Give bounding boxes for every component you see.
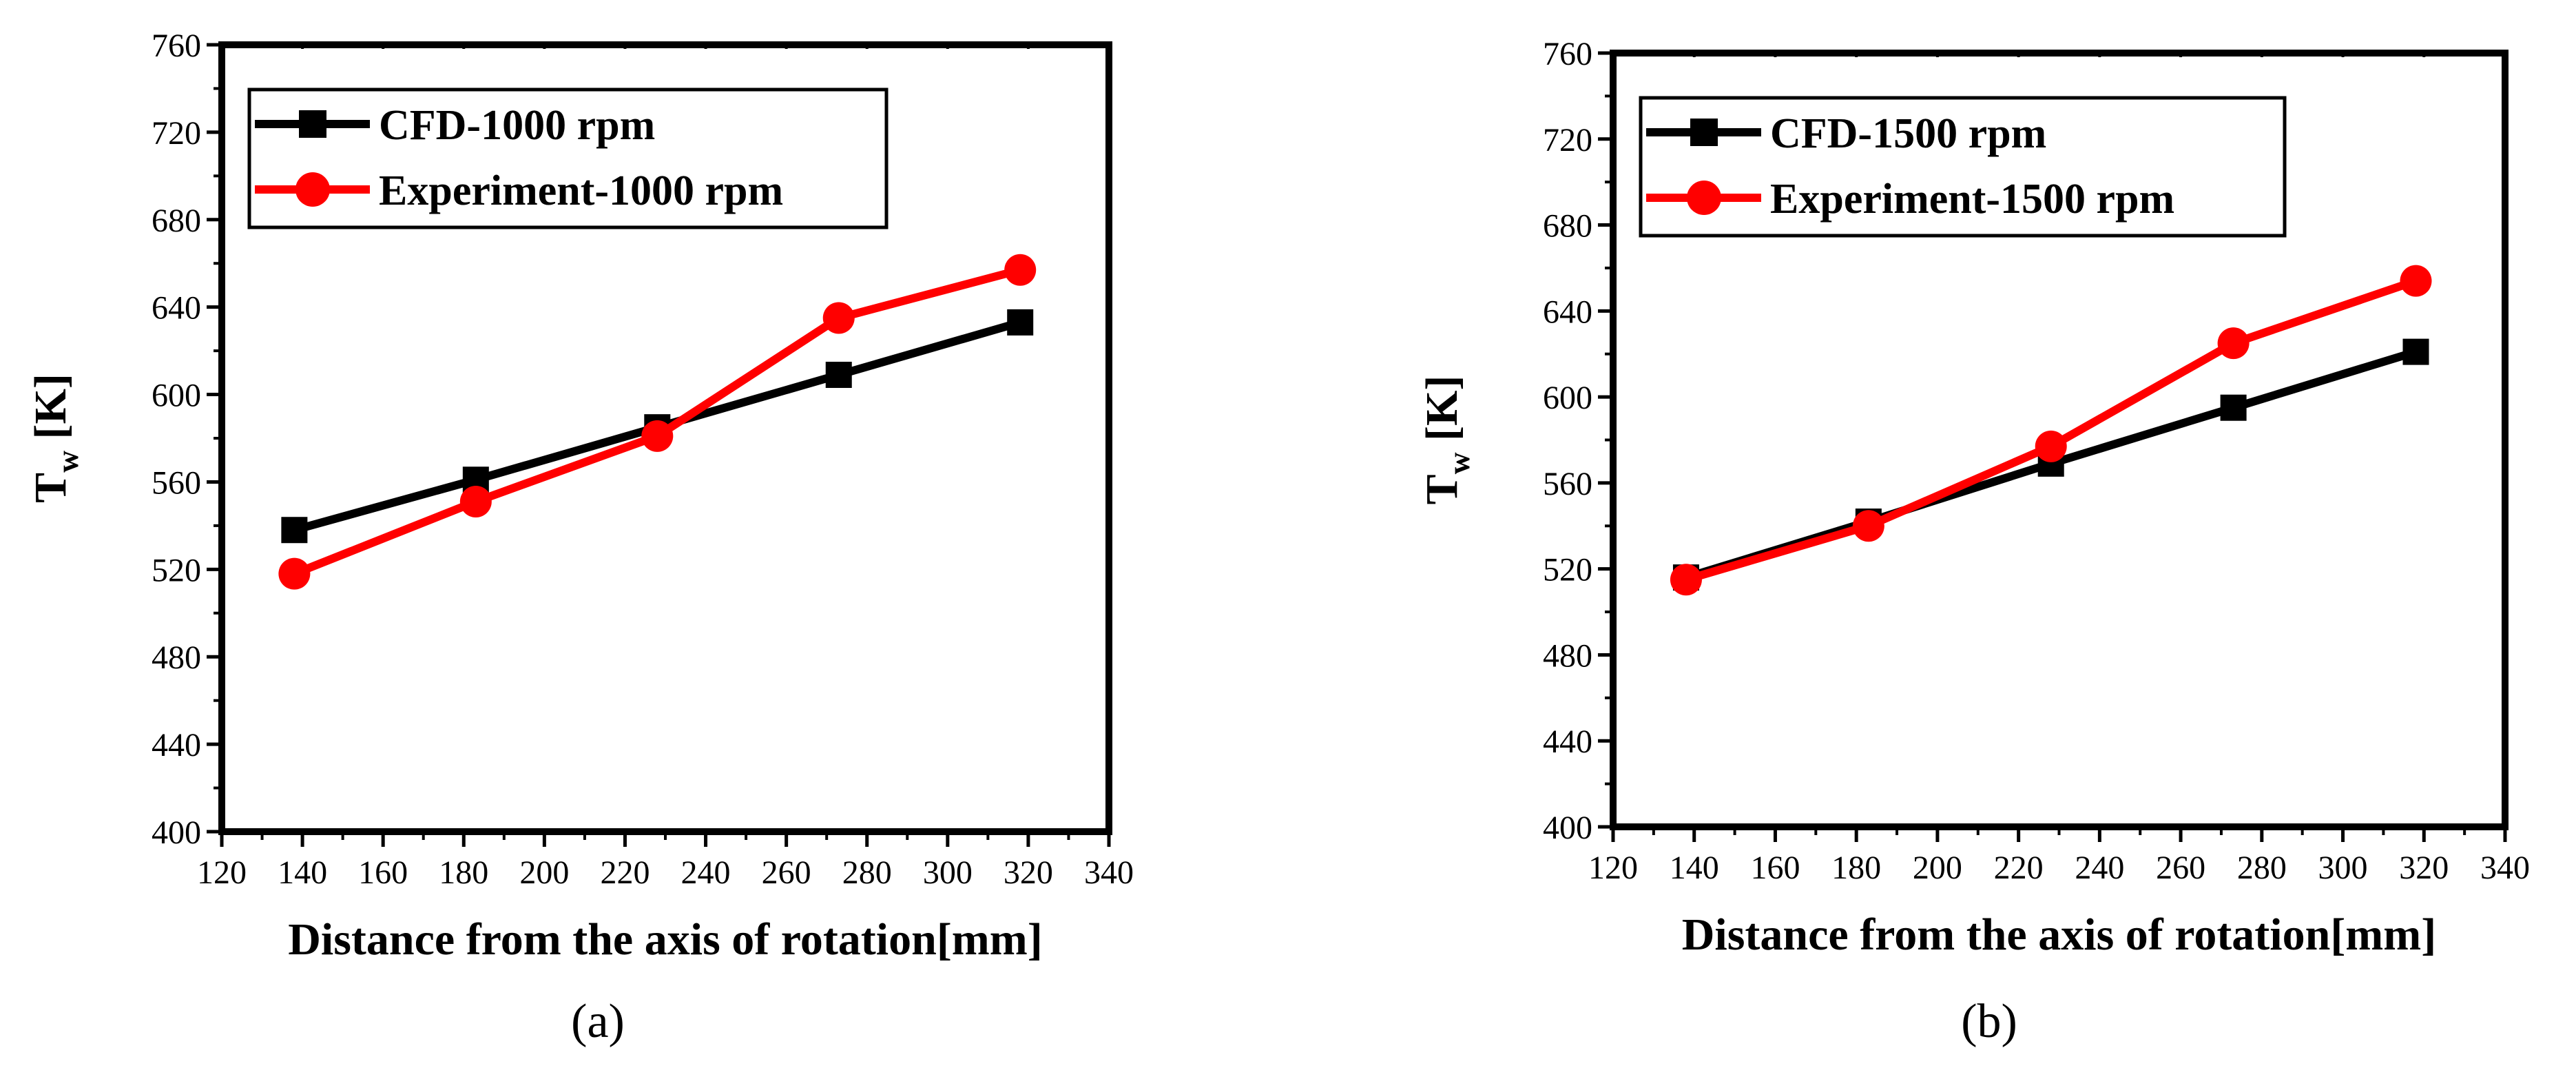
data-point-experiment [2217, 327, 2250, 360]
y-tick-label: 520 [152, 552, 201, 588]
x-tick-label: 300 [923, 854, 973, 891]
y-tick-label: 600 [152, 378, 201, 414]
x-tick-label: 320 [2399, 850, 2449, 886]
y-tick-label: 560 [152, 464, 201, 501]
y-tick-label: 520 [1543, 552, 1592, 588]
x-tick-label: 240 [681, 854, 731, 891]
y-axis-label-main: T [1417, 474, 1467, 504]
data-point-experiment [1852, 510, 1884, 542]
y-axis-label-unit: [K] [1417, 376, 1467, 453]
legend-marker-cfd [299, 110, 326, 138]
x-tick-label: 180 [439, 854, 488, 891]
y-tick-label: 680 [1543, 208, 1592, 245]
data-point-cfd [825, 362, 852, 389]
x-tick-label: 220 [600, 854, 650, 891]
panel-label: (a) [571, 995, 625, 1048]
legend-marker-cfd [1690, 119, 1718, 146]
data-point-experiment [2400, 265, 2432, 297]
y-tick-label: 400 [1543, 810, 1592, 846]
y-axis-label: Tw [K] [25, 373, 85, 503]
legend-marker-experiment [1687, 181, 1721, 215]
data-point-experiment [2035, 430, 2067, 462]
series-line-experiment [1685, 276, 2418, 584]
x-tick-label: 340 [2480, 850, 2530, 886]
x-tick-label: 260 [762, 854, 811, 891]
y-axis-label-unit: [K] [25, 373, 76, 451]
y-tick-label: 400 [152, 814, 201, 851]
y-tick-label: 440 [152, 727, 201, 763]
y-tick-label: 440 [1543, 723, 1592, 760]
y-tick-label: 560 [1543, 466, 1592, 502]
x-tick-label: 280 [842, 854, 892, 891]
x-tick-label: 260 [2156, 850, 2205, 886]
legend-label-experiment: Experiment-1500 rpm [1770, 176, 2174, 223]
y-tick-label: 720 [1543, 122, 1592, 158]
x-tick-label: 180 [1831, 850, 1881, 886]
y-tick-label: 760 [1543, 36, 1592, 72]
x-tick-label: 280 [2237, 850, 2287, 886]
legend-marker-experiment [295, 172, 330, 207]
y-tick-label: 480 [1543, 637, 1592, 674]
x-tick-label: 120 [197, 854, 247, 891]
y-tick-label: 640 [152, 290, 201, 327]
data-point-experiment [641, 420, 674, 452]
y-axis-label-main: T [25, 473, 76, 503]
y-tick-label: 600 [1543, 380, 1592, 416]
data-point-experiment [278, 557, 311, 590]
x-tick-label: 160 [1750, 850, 1800, 886]
panel-a: 120 140 160 180 200 220 240 260 280 300 320 340 400 4… [25, 28, 1134, 1048]
panel-label: (b) [1961, 995, 2017, 1048]
x-tick-label: 340 [1084, 854, 1134, 891]
y-tick-label: 760 [152, 28, 201, 64]
x-tick-label: 320 [1004, 854, 1053, 891]
y-axis-label-subscript: w [51, 451, 85, 473]
x-axis-label: Distance from the axis of rotation[mm] [288, 914, 1043, 965]
y-axis-label-subscript: w [1442, 452, 1476, 474]
x-tick-label: 300 [2318, 850, 2368, 886]
x-tick-label: 220 [1994, 850, 2044, 886]
y-axis-label: Tw [K] [1417, 376, 1476, 505]
x-tick-label: 240 [2075, 850, 2124, 886]
data-point-experiment [459, 485, 492, 517]
data-point-experiment [1670, 564, 1702, 596]
x-axis-label: Distance from the axis of rotation[mm] [1682, 910, 2437, 960]
data-point-cfd [281, 517, 308, 544]
x-tick-label: 140 [278, 854, 327, 891]
legend-box [1639, 96, 2287, 238]
x-tick-label: 200 [519, 854, 569, 891]
data-point-cfd [1007, 309, 1034, 336]
legend-label-cfd: CFD-1000 rpm [379, 102, 655, 149]
legend: CFD-1500 rpm Experiment-1500 rpm [1639, 96, 2287, 238]
y-tick-label: 480 [152, 639, 201, 676]
data-point-experiment [1004, 254, 1037, 286]
data-point-cfd [2402, 338, 2429, 365]
data-point-experiment [822, 302, 855, 334]
panel-b: 120 140 160 180 200 220 240 260 280 300 320 340 400 4… [1417, 36, 2530, 1048]
legend-label-cfd: CFD-1500 rpm [1770, 110, 2046, 157]
y-tick-label: 640 [1543, 294, 1592, 330]
legend: CFD-1000 rpm Experiment-1000 rpm [247, 88, 889, 229]
y-tick-label: 720 [152, 115, 201, 152]
legend-box [247, 88, 889, 229]
data-point-cfd [2220, 394, 2247, 421]
x-tick-label: 200 [1913, 850, 1962, 886]
x-tick-label: 140 [1670, 850, 1719, 886]
x-tick-label: 120 [1588, 850, 1638, 886]
legend-label-experiment: Experiment-1000 rpm [379, 167, 783, 214]
y-tick-label: 680 [152, 203, 201, 239]
x-tick-label: 160 [358, 854, 408, 891]
